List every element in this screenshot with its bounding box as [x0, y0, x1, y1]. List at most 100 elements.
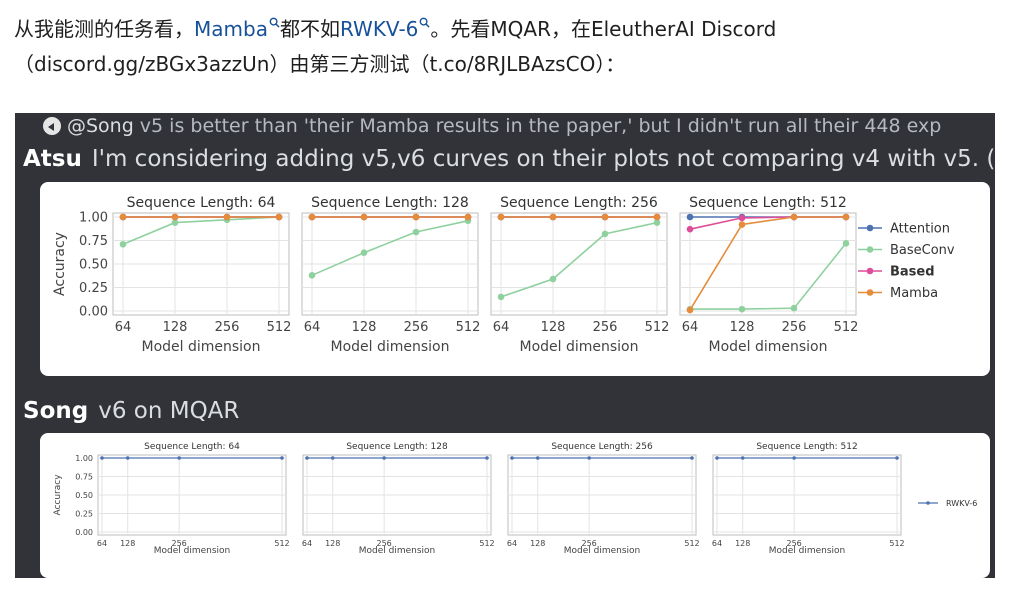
y-tick-label: 0.50 — [79, 258, 108, 273]
legend-marker — [866, 289, 874, 296]
subplot-title: Sequence Length: 512 — [756, 442, 857, 452]
data-point — [497, 293, 505, 301]
data-point — [464, 213, 472, 221]
attachment-image-2[interactable]: 64 128 256 512 Sequence Length: 64 Model dime… — [40, 433, 990, 578]
x-tick-label: 512 — [479, 539, 494, 548]
data-point — [653, 219, 661, 226]
reply-text: v5 is better than 'their Mamba results i… — [139, 115, 942, 137]
y-tick-label: 0.50 — [75, 491, 93, 500]
y-tick-label: 1.00 — [79, 211, 108, 226]
data-point — [280, 456, 284, 460]
subplot-2: 64 128 256 512 Sequence Length: 128 Model dim… — [301, 195, 480, 355]
subplot-1: 64 128 256 512 Sequence Length: 64 Model dime… — [112, 195, 292, 355]
data-point — [842, 240, 850, 247]
subplot-2: 64 128 256 512 Sequence Length: 128 Model dim… — [302, 442, 495, 556]
y-tick-label: 0.25 — [75, 509, 93, 518]
x-tick-label: 128 — [352, 320, 377, 335]
data-point — [653, 213, 661, 221]
x-tick-label: 512 — [267, 320, 292, 335]
intro-line2-mid: ）由第三方测试（ — [269, 52, 430, 76]
data-point — [790, 213, 798, 221]
subplot-1: 64 128 256 512 Sequence Length: 64 Model dime… — [97, 442, 290, 556]
reply-preview[interactable]: @Song v5 is better than 'their Mamba resu… — [43, 113, 941, 139]
x-tick-label: 512 — [889, 539, 904, 548]
subplot-title: Sequence Length: 128 — [311, 195, 469, 211]
series-line-baseconv — [500, 221, 658, 298]
data-point — [171, 219, 179, 226]
data-point — [360, 249, 368, 257]
rwkv-link[interactable]: RWKV-6 — [339, 17, 419, 41]
username-song[interactable]: Song — [23, 398, 89, 424]
x-axis-label: Model dimension — [141, 339, 260, 355]
data-point — [690, 456, 694, 460]
x-tick-label: 128 — [530, 539, 545, 548]
x-tick-label: 256 — [215, 320, 240, 335]
data-point — [686, 225, 694, 233]
subplot-title: Sequence Length: 128 — [346, 442, 448, 452]
series-line-mamba — [689, 216, 846, 311]
tco-url-link[interactable]: t.co/8RJLBAzsCO — [429, 52, 596, 76]
data-point — [497, 213, 505, 221]
data-point — [715, 456, 719, 460]
y-axis-label: Accuracy — [52, 232, 68, 296]
legend-marker — [866, 224, 874, 232]
data-point — [738, 305, 746, 313]
legend-label: RWKV-6 — [946, 499, 977, 508]
discord-screenshot: @Song v5 is better than 'their Mamba resu… — [15, 113, 995, 578]
x-tick-label: 64 — [115, 320, 132, 335]
legend-label: Based — [890, 265, 935, 280]
x-tick-label: 64 — [304, 320, 321, 335]
x-tick-label: 128 — [120, 539, 135, 548]
search-icon[interactable] — [419, 17, 430, 28]
subplot-title: Sequence Length: 256 — [500, 195, 658, 211]
x-tick-label: 128 — [730, 320, 755, 335]
x-axis-label: Model dimension — [708, 339, 827, 355]
y-tick-label: 0.00 — [79, 305, 108, 320]
data-point — [549, 275, 557, 283]
x-tick-label: 256 — [787, 539, 802, 548]
data-point — [275, 213, 283, 221]
intro-line-2: （discord.gg/zBGx3azzUn）由第三方测试（t.co/8RJLB… — [14, 47, 1004, 82]
y-tick-label: 0.75 — [75, 472, 93, 481]
intro-line-1: 从我能测的任务看，Mamba 都不如RWKV-6 。先看MQAR，在Eleuther… — [14, 12, 1004, 47]
data-point — [790, 304, 798, 312]
username-atsu[interactable]: Atsu — [23, 146, 82, 172]
data-point — [125, 456, 130, 460]
data-point — [510, 456, 514, 460]
x-tick-label: 64 — [507, 539, 517, 548]
intro-line2-suffix: ）： — [595, 52, 626, 76]
x-tick-label: 64 — [712, 539, 722, 548]
subplot-title: Sequence Length: 512 — [689, 195, 847, 211]
data-point — [738, 214, 746, 222]
data-point — [100, 456, 104, 460]
data-point — [412, 213, 420, 221]
data-point — [549, 213, 557, 221]
search-icon[interactable] — [269, 17, 280, 28]
x-axis-label: Model dimension — [519, 339, 638, 355]
x-tick-label: 512 — [274, 539, 289, 548]
subplot-3: 64 128 256 512 Sequence Length: 256 Model dim… — [507, 442, 700, 556]
x-tick-label: 128 — [325, 539, 340, 548]
mamba-link[interactable]: Mamba — [194, 17, 268, 41]
x-tick-label: 512 — [684, 539, 699, 548]
attachment-image-1[interactable]: 64 128 256 512 Sequence Length: 64 Model dime… — [40, 182, 990, 376]
data-point — [587, 456, 591, 460]
data-point — [119, 213, 127, 221]
data-point — [738, 221, 746, 228]
data-point — [535, 456, 540, 460]
discord-url-link[interactable]: discord.gg/zBGx3azzUn — [34, 52, 270, 76]
message-song: Song v6 on MQAR — [23, 396, 239, 426]
x-tick-label: 256 — [377, 539, 392, 548]
legend-marker — [866, 246, 874, 253]
series-line-baseconv — [690, 242, 847, 310]
x-tick-label: 128 — [735, 539, 750, 548]
legend-label: BaseConv — [890, 243, 955, 258]
data-point — [686, 306, 694, 314]
message-text: I'm considering adding v5,v6 curves on t… — [91, 146, 995, 172]
data-point — [842, 213, 850, 221]
x-tick-label: 256 — [404, 320, 429, 335]
data-point — [792, 456, 796, 460]
subplot-title: Sequence Length: 64 — [127, 195, 276, 211]
intro-text: 从我能测的任务看，Mamba 都不如RWKV-6 。先看MQAR，在Eleuther… — [14, 12, 1004, 82]
paren-open: （ — [14, 52, 34, 76]
